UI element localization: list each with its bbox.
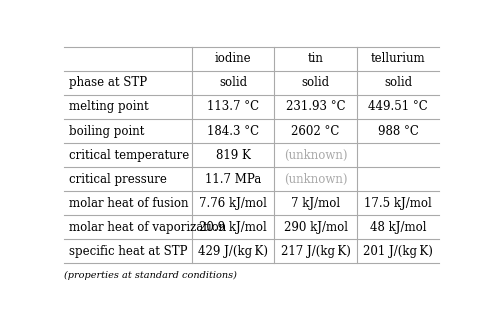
Text: 113.7 °C: 113.7 °C [207,100,259,113]
Text: 7 kJ/mol: 7 kJ/mol [291,197,340,210]
Text: 290 kJ/mol: 290 kJ/mol [284,221,348,234]
Text: 231.93 °C: 231.93 °C [286,100,346,113]
Text: iodine: iodine [215,52,251,65]
Text: 17.5 kJ/mol: 17.5 kJ/mol [364,197,432,210]
Text: 48 kJ/mol: 48 kJ/mol [370,221,426,234]
Text: solid: solid [219,77,247,89]
Text: specific heat at STP: specific heat at STP [69,245,187,258]
Text: 11.7 MPa: 11.7 MPa [205,173,261,186]
Text: 429 J/(kg K): 429 J/(kg K) [198,245,268,258]
Text: molar heat of vaporization: molar heat of vaporization [69,221,226,234]
Text: (properties at standard conditions): (properties at standard conditions) [64,271,237,280]
Text: 184.3 °C: 184.3 °C [207,125,259,137]
Text: melting point: melting point [69,100,149,113]
Text: 988 °C: 988 °C [378,125,419,137]
Text: phase at STP: phase at STP [69,77,147,89]
Text: 217 J/(kg K): 217 J/(kg K) [281,245,350,258]
Text: solid: solid [302,77,330,89]
Text: 20.9 kJ/mol: 20.9 kJ/mol [199,221,267,234]
Text: boiling point: boiling point [69,125,144,137]
Text: 819 K: 819 K [215,148,251,162]
Text: tin: tin [308,52,323,65]
Text: 449.51 °C: 449.51 °C [368,100,428,113]
Text: critical pressure: critical pressure [69,173,166,186]
Text: (unknown): (unknown) [284,173,348,186]
Text: 201 J/(kg K): 201 J/(kg K) [363,245,433,258]
Text: critical temperature: critical temperature [69,148,189,162]
Text: molar heat of fusion: molar heat of fusion [69,197,188,210]
Text: solid: solid [384,77,412,89]
Text: (unknown): (unknown) [284,148,348,162]
Text: 7.76 kJ/mol: 7.76 kJ/mol [199,197,267,210]
Text: 2602 °C: 2602 °C [291,125,340,137]
Text: tellurium: tellurium [371,52,425,65]
